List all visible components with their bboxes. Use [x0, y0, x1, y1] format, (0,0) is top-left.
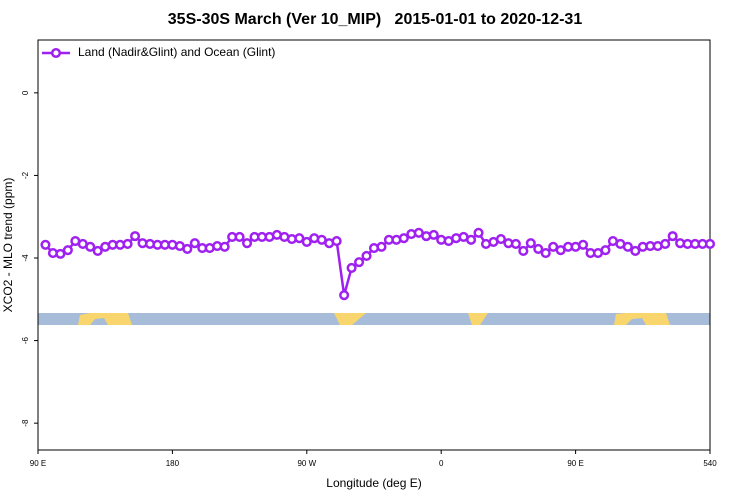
y-tick-label: 0 [21, 90, 30, 95]
data-point [622, 241, 633, 252]
y-tick-label: -4 [21, 254, 30, 262]
legend-label: Land (Nadir&Glint) and Ocean (Glint) [78, 45, 275, 59]
data-point [578, 239, 589, 250]
data-point [428, 229, 439, 240]
legend: Land (Nadir&Glint) and Ocean (Glint) [42, 45, 275, 59]
y-tick-label: -8 [21, 419, 30, 427]
data-point [667, 231, 678, 242]
x-tick-label: 0 [439, 459, 444, 468]
data-point [182, 243, 193, 254]
data-point [473, 227, 484, 238]
data-point [398, 233, 409, 244]
data-point [495, 233, 506, 245]
data-point [331, 236, 342, 247]
data-point [510, 238, 521, 250]
y-tick-label: -6 [21, 336, 30, 344]
data-point [219, 241, 230, 252]
data-point [600, 245, 611, 256]
data-point [540, 248, 551, 259]
data-point [339, 290, 350, 301]
x-tick-label: 90 W [297, 459, 316, 468]
data-point [122, 238, 133, 250]
y-axis-label: XCO2 - MLO trend (ppm) [1, 178, 15, 313]
data-point [518, 245, 529, 257]
data-point [85, 241, 96, 252]
data-point [130, 231, 141, 242]
data-point [354, 257, 365, 268]
data-point [630, 245, 641, 257]
x-tick-label: 540 [703, 459, 717, 468]
chart-title: 35S-30S March (Ver 10_MIP) 2015-01-01 to… [168, 11, 583, 28]
y-tick-label: -2 [21, 171, 30, 179]
data-point [301, 236, 312, 247]
x-axis-label: Longitude (deg E) [326, 476, 421, 490]
data-point [660, 238, 671, 250]
data-point [189, 238, 200, 249]
x-tick-label: 180 [166, 459, 180, 468]
data-point [234, 231, 245, 242]
land-ocean-strip [38, 313, 710, 325]
x-tick-label: 90 E [30, 459, 46, 468]
legend-marker [50, 47, 62, 59]
data-point [92, 245, 103, 257]
data-point [55, 248, 66, 259]
data-point [525, 238, 536, 249]
data-point [376, 241, 387, 252]
data-point [704, 238, 716, 250]
data-point [346, 262, 357, 273]
data-point [40, 239, 51, 250]
data-point [533, 243, 544, 254]
data-point [242, 238, 253, 249]
data-point [466, 234, 477, 245]
data-point [294, 233, 305, 244]
x-tick-label: 90 E [567, 459, 583, 468]
data-point [361, 250, 372, 261]
data-point [62, 245, 73, 256]
